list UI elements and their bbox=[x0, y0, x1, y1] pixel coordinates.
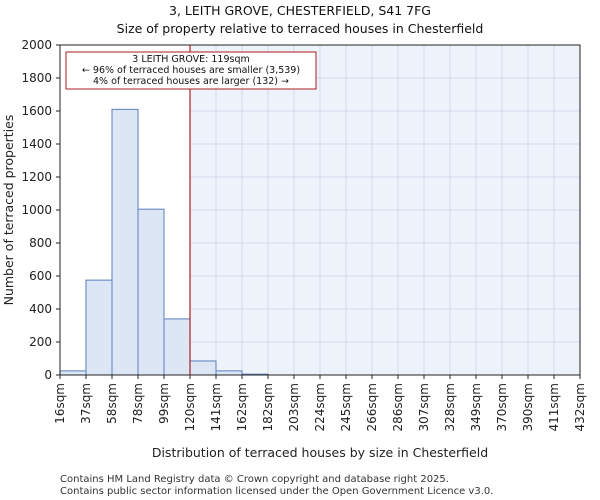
x-tick-label-8: 182sqm bbox=[261, 383, 275, 431]
y-tick-label-5: 1000 bbox=[21, 203, 52, 217]
bar-78sqm bbox=[137, 208, 165, 376]
annotation-box bbox=[65, 51, 317, 90]
x-tick-label-2: 58sqm bbox=[105, 383, 119, 424]
annotation-line-1: 3 LEITH GROVE: 119sqm bbox=[132, 54, 250, 65]
bar-37sqm bbox=[85, 279, 113, 376]
x-tick-label-5: 120sqm bbox=[183, 383, 197, 431]
y-tick-label-1: 200 bbox=[29, 335, 52, 349]
footer-line-1: Contains HM Land Registry data © Crown c… bbox=[60, 474, 449, 485]
x-tick-label-18: 390sqm bbox=[521, 383, 535, 431]
x-tick-label-9: 203sqm bbox=[287, 383, 301, 431]
x-tick-label-0: 16sqm bbox=[53, 383, 67, 424]
plot-area: 0 200 400 600 800 1000 1200 1400 1600 1800 2000 16s… bbox=[21, 38, 587, 431]
x-tick-label-7: 162sqm bbox=[235, 383, 249, 431]
bar-99sqm bbox=[163, 318, 191, 376]
x-tick-label-13: 286sqm bbox=[391, 383, 405, 431]
x-tick-label-19: 411sqm bbox=[547, 383, 561, 431]
x-tick-label-16: 349sqm bbox=[469, 383, 483, 431]
x-tick-label-10: 224sqm bbox=[313, 383, 327, 431]
y-axis-label: Number of terraced properties bbox=[1, 115, 16, 306]
x-tick-label-15: 328sqm bbox=[443, 383, 457, 431]
x-tick-label-17: 370sqm bbox=[495, 383, 509, 431]
y-tick-label-2: 400 bbox=[29, 302, 52, 316]
bar-120sqm bbox=[189, 360, 217, 376]
x-axis-label: Distribution of terraced houses by size … bbox=[152, 445, 488, 460]
y-tick-label-4: 800 bbox=[29, 236, 52, 250]
y-tick-label-0: 0 bbox=[44, 368, 52, 382]
bar-58sqm bbox=[111, 108, 139, 376]
y-tick-label-3: 600 bbox=[29, 269, 52, 283]
y-tick-label-7: 1400 bbox=[21, 137, 52, 151]
annotation-line-3: 4% of terraced houses are larger (132) → bbox=[93, 76, 289, 87]
y-tick-label-6: 1200 bbox=[21, 170, 52, 184]
chart-subtitle: Size of property relative to terraced ho… bbox=[117, 21, 484, 36]
y-tick-label-9: 1800 bbox=[21, 71, 52, 85]
x-tick-label-6: 141sqm bbox=[209, 383, 223, 431]
chart-title: 3, LEITH GROVE, CHESTERFIELD, S41 7FG bbox=[169, 3, 431, 18]
x-tick-label-20: 432sqm bbox=[573, 383, 587, 431]
x-tick-label-4: 99sqm bbox=[157, 383, 171, 424]
bar-16sqm bbox=[59, 370, 87, 376]
footer-line-2: Contains public sector information licen… bbox=[60, 486, 493, 497]
y-tick-label-10: 2000 bbox=[21, 38, 52, 52]
x-tick-label-11: 245sqm bbox=[339, 383, 353, 431]
x-tick-label-3: 78sqm bbox=[131, 383, 145, 424]
x-tick-label-12: 266sqm bbox=[365, 383, 379, 431]
bar-141sqm bbox=[215, 370, 243, 376]
y-tick-label-8: 1600 bbox=[21, 104, 52, 118]
annotation-line-2: ← 96% of terraced houses are smaller (3,… bbox=[82, 65, 300, 76]
x-tick-label-1: 37sqm bbox=[79, 383, 93, 424]
x-tick-label-14: 307sqm bbox=[417, 383, 431, 431]
